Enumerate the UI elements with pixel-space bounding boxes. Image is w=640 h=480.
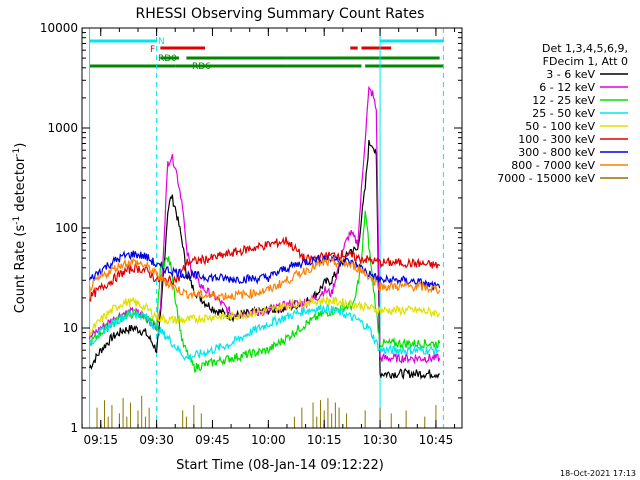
series-line-6 (89, 250, 441, 291)
x-tick-label: 09:30 (139, 433, 174, 447)
y-axis-label: Count Rate (s-1 detector-1) (12, 143, 28, 314)
series-line-7 (89, 255, 441, 301)
legend-entry-label: 800 - 7000 keV (511, 159, 595, 172)
y-tick-label: 100 (55, 221, 78, 235)
legend-entry-label: 12 - 25 keV (532, 94, 595, 107)
vertical-markers (89, 28, 444, 428)
y-axis-ticks: 1 10 100 1000 10000 (40, 21, 462, 435)
flag-label-f: F (150, 45, 155, 55)
legend-entry-label: 300 - 800 keV (518, 146, 595, 159)
legend-entry-label: 6 - 12 keV (539, 81, 595, 94)
x-tick-label: 10:00 (251, 433, 286, 447)
y-tick-label: 1000 (47, 121, 78, 135)
y-tick-label: 1 (70, 421, 78, 435)
x-tick-label: 10:15 (307, 433, 342, 447)
flag-label-rd0: RD0 (158, 54, 177, 64)
legend-entry-label: 100 - 300 keV (518, 133, 595, 146)
legend-entry-label: 50 - 100 keV (525, 120, 595, 133)
x-axis-ticks: 09:15 09:30 09:45 10:00 10:15 10:30 10:45 (81, 28, 456, 447)
flag-label-n: N (158, 37, 165, 47)
series-line-1 (89, 85, 441, 365)
series-lines (89, 85, 441, 428)
x-tick-label: 10:45 (419, 433, 454, 447)
legend-entry-label: 25 - 50 keV (532, 107, 595, 120)
timestamp: 18-Oct-2021 17:13 (560, 469, 636, 478)
y-tick-label: 10 (63, 321, 78, 335)
chart-title: RHESSI Observing Summary Count Rates (136, 6, 425, 22)
x-tick-label: 09:45 (195, 433, 230, 447)
legend-entry-label: 7000 - 15000 keV (497, 172, 595, 185)
x-tick-label: 10:30 (363, 433, 398, 447)
flag-label-rd6: RD6 (192, 62, 211, 72)
series-line-4 (89, 294, 441, 336)
series-line-3 (89, 302, 441, 363)
legend: Det 1,3,4,5,6,9, FDecim 1, Att 0 3 - 6 k… (497, 42, 628, 185)
y-tick-label: 10000 (40, 21, 78, 35)
legend-header-line-1: Det 1,3,4,5,6,9, (542, 42, 628, 55)
legend-entry-label: 3 - 6 keV (546, 68, 595, 81)
series-line-5 (89, 236, 441, 302)
x-tick-label: 09:15 (83, 433, 118, 447)
x-axis-label: Start Time (08-Jan-14 09:12:22) (176, 458, 384, 473)
plot-frame (81, 27, 463, 429)
legend-header-line-2: FDecim 1, Att 0 (543, 55, 628, 68)
